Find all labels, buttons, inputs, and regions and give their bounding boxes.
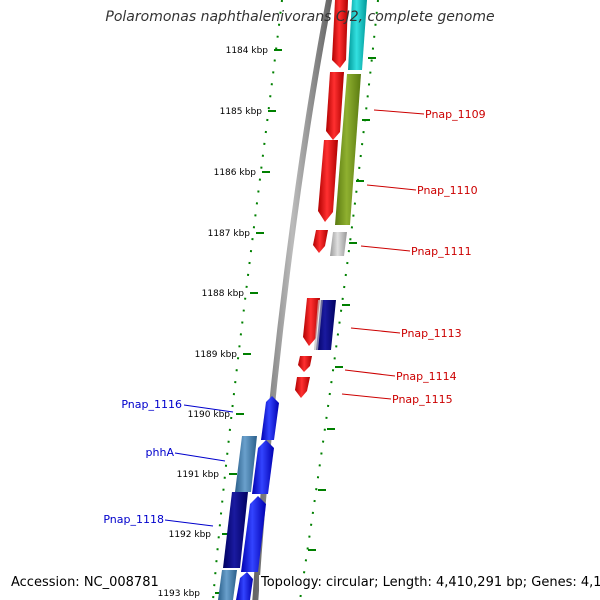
gene-label[interactable]: Pnap_1113 [401, 327, 462, 340]
tick-label: 1189 kbp [195, 350, 238, 360]
gene-labels-left: Pnap_1116 phhA Pnap_1118 [103, 398, 182, 526]
gene-box[interactable] [314, 300, 323, 350]
gene-arrow[interactable] [236, 572, 253, 600]
leader-line [183, 404, 234, 413]
tick-label: 1190 kbp [188, 410, 231, 420]
gene-box[interactable] [235, 436, 257, 492]
tick-label: 1187 kbp [208, 229, 251, 239]
tick-label: 1191 kbp [177, 470, 220, 480]
gene-label[interactable]: phhA [146, 446, 175, 459]
tick-label: 1185 kbp [220, 107, 263, 117]
reverse-cds-track [236, 396, 279, 600]
forward-cds-track-2 [314, 0, 367, 350]
leader-line [174, 452, 226, 462]
tick-label: 1186 kbp [214, 168, 257, 178]
leader-line [360, 245, 411, 252]
gene-box[interactable] [335, 74, 361, 225]
gene-labels-right: Pnap_1109 Pnap_1110 Pnap_1111 Pnap_1113 … [392, 108, 486, 406]
map-title: Polaromonas naphthalenivorans CJ2, compl… [105, 9, 495, 25]
gene-arrow[interactable] [298, 356, 312, 372]
leader-lines-left [164, 404, 234, 527]
gene-arrow[interactable] [313, 230, 328, 253]
gene-label[interactable]: Pnap_1118 [103, 513, 164, 526]
leader-line [341, 393, 392, 400]
leader-line [164, 519, 214, 527]
gene-arrow[interactable] [241, 496, 266, 572]
leader-line [350, 327, 401, 334]
accession-text: Accession: NC_008781 [9, 575, 161, 590]
reverse-cds-track-2 [218, 436, 257, 600]
gene-box[interactable] [348, 0, 367, 70]
gene-box[interactable] [223, 492, 248, 568]
gene-arrow[interactable] [295, 377, 310, 398]
gene-box[interactable] [330, 232, 347, 256]
genome-summary-text: Topology: circular; Length: 4,410,291 bp… [259, 575, 600, 590]
gene-box[interactable] [218, 570, 237, 600]
inner-scale-track [212, 0, 283, 600]
gene-label[interactable]: Pnap_1109 [425, 108, 486, 121]
gene-label[interactable]: Pnap_1115 [392, 393, 453, 406]
leader-line [373, 109, 425, 115]
leader-line [344, 369, 396, 377]
scale-ticks [215, 49, 376, 594]
leader-lines-right [341, 109, 425, 400]
gene-label[interactable]: Pnap_1114 [396, 370, 457, 383]
forward-cds-track [295, 0, 348, 398]
gene-label[interactable]: Pnap_1110 [417, 184, 478, 197]
gene-arrow[interactable] [252, 440, 274, 494]
tick-labels: 1184 kbp 1185 kbp 1186 kbp 1187 kbp 1188… [158, 46, 269, 599]
gene-label[interactable]: Pnap_1116 [121, 398, 182, 411]
gene-arrow[interactable] [318, 140, 338, 222]
gene-arrow[interactable] [326, 72, 344, 140]
tick-label: 1188 kbp [202, 289, 245, 299]
tick-label: 1192 kbp [169, 530, 212, 540]
gene-arrow[interactable] [332, 0, 348, 68]
gene-arrow[interactable] [261, 396, 279, 440]
leader-line [366, 184, 417, 191]
tick-label: 1193 kbp [158, 589, 201, 599]
tick-label: 1184 kbp [226, 46, 269, 56]
gene-label[interactable]: Pnap_1111 [411, 245, 472, 258]
